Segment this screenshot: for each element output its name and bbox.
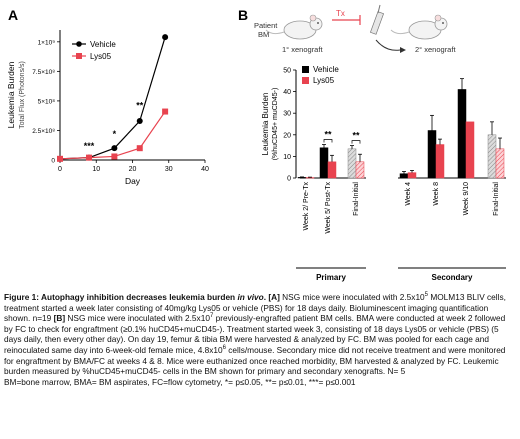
significance-marker: * bbox=[113, 129, 117, 139]
x-category-label: Final-Initial bbox=[353, 182, 360, 216]
y-tick-label: 1×10⁹ bbox=[38, 39, 56, 46]
legend-swatch bbox=[302, 66, 309, 73]
bar bbox=[427, 130, 437, 179]
bar bbox=[347, 148, 357, 179]
patient-label-2: BM bbox=[258, 30, 269, 39]
legend-marker bbox=[76, 41, 82, 47]
y-tick-label: 20 bbox=[283, 132, 291, 139]
data-point bbox=[162, 108, 169, 115]
bar bbox=[407, 172, 417, 179]
y-tick-label: 7.5×10⁸ bbox=[32, 69, 55, 76]
bar bbox=[399, 173, 409, 179]
x-tick-label: 0 bbox=[58, 166, 62, 173]
y-tick-label: 50 bbox=[283, 68, 291, 75]
y-axis-sublabel: (%huCD45+ muCD45-) bbox=[272, 88, 279, 161]
bar bbox=[305, 177, 315, 179]
legend-marker bbox=[76, 53, 82, 59]
y-axis-label: Leukemia Burden bbox=[6, 61, 16, 128]
bar bbox=[457, 89, 467, 179]
series-line-vehicle bbox=[59, 36, 166, 160]
panel-b-label: B bbox=[238, 7, 248, 23]
y-tick-label: 30 bbox=[283, 111, 291, 118]
y-tick-label: 0 bbox=[51, 158, 55, 165]
caption-text-b2: previously-engrafted patient BM cells. B… bbox=[4, 313, 506, 355]
secondary-xenograft-label: 2° xenograft bbox=[415, 45, 456, 54]
legend-swatch bbox=[302, 77, 309, 84]
y-tick-label: 2.5×10⁸ bbox=[32, 128, 55, 135]
bar bbox=[435, 144, 445, 179]
caption-sup-3: 6 bbox=[222, 345, 226, 352]
mouse-icon-secondary bbox=[390, 14, 448, 40]
x-axis-label: Day bbox=[125, 176, 141, 186]
significance-bracket bbox=[351, 140, 361, 144]
bar bbox=[319, 147, 329, 179]
x-category-label: Week 8 bbox=[433, 182, 440, 206]
figure-canvas: A 0 2.5×10⁸ 5×10⁸ 7.5×10⁸ 1×10⁹ 0 10 20 30 40 Day L… bbox=[6, 4, 506, 282]
x-tick-label: 40 bbox=[201, 166, 209, 173]
data-point bbox=[162, 34, 169, 41]
significance-marker: ** bbox=[352, 131, 360, 141]
caption-sup-2: 7 bbox=[209, 313, 214, 320]
mouse-icon-primary bbox=[265, 14, 323, 40]
bar bbox=[465, 121, 475, 179]
transfer-arrowhead bbox=[400, 47, 406, 53]
syringe-icon bbox=[369, 4, 385, 35]
x-category-label: Final-Initial bbox=[493, 182, 500, 216]
x-tick-label: 30 bbox=[165, 166, 173, 173]
caption-text-a2: MOLM13 BLIV cells, treatment started a w… bbox=[4, 292, 506, 324]
caption-text-b: NSG mice were inoculated with 2.5x10 bbox=[65, 313, 210, 324]
figure-caption: Figure 1: Autophagy inhibition decreases… bbox=[4, 292, 516, 387]
data-point bbox=[57, 155, 63, 162]
panel-a-line-chart: 0 2.5×10⁸ 5×10⁸ 7.5×10⁸ 1×10⁹ 0 10 20 30 40 Day Leu… bbox=[6, 30, 209, 186]
significance-marker: *** bbox=[84, 141, 95, 151]
y-tick-label: 10 bbox=[283, 154, 291, 161]
x-category-label: Week 4 bbox=[405, 182, 412, 206]
x-tick-label: 20 bbox=[129, 166, 137, 173]
legend-label: Vehicle bbox=[313, 65, 339, 74]
significance-bracket bbox=[323, 139, 333, 143]
panel-b-bar-chart: 0 10 20 30 40 50 Leukemia Burden (%huCD45+ muCD… bbox=[261, 65, 506, 282]
caption-paragraph: Figure 1: Autophagy inhibition decreases… bbox=[4, 292, 516, 377]
group-label: Secondary bbox=[432, 273, 473, 282]
panel-a-label: A bbox=[8, 7, 18, 23]
y-tick-label: 0 bbox=[287, 176, 291, 183]
data-point bbox=[86, 154, 92, 161]
caption-panel-a-tag: . [A] bbox=[263, 292, 283, 302]
caption-title-italic: in vivo bbox=[237, 292, 264, 302]
y-tick-label: 40 bbox=[283, 89, 291, 96]
caption-abbreviations: BM=bone marrow, BMA= BM aspirates, FC=fl… bbox=[4, 376, 356, 387]
legend-label: Lys05 bbox=[90, 52, 112, 61]
data-point bbox=[111, 153, 118, 160]
caption-text-a: NSG mice were inoculated with 2.5x10 bbox=[282, 292, 425, 302]
patient-label-1: Patient bbox=[254, 21, 278, 30]
caption-panel-b-tag: [B] bbox=[53, 313, 66, 324]
data-point bbox=[111, 145, 118, 152]
group-label: Primary bbox=[316, 273, 346, 282]
tx-label: Tx bbox=[336, 9, 345, 18]
significance-marker: ** bbox=[136, 101, 144, 111]
x-category-label: Week 2/ Pre-Tx bbox=[303, 182, 310, 231]
x-category-label: Week 5/ Post-Tx bbox=[325, 182, 332, 234]
bar bbox=[487, 134, 497, 179]
bar bbox=[297, 177, 307, 179]
bar bbox=[495, 148, 505, 179]
legend-label: Vehicle bbox=[90, 40, 116, 49]
caption-sup-1: 5 bbox=[424, 292, 429, 299]
x-category-label: Week 9/10 bbox=[463, 182, 470, 215]
caption-text-b3: cells/mouse. Secondary mice did not rece… bbox=[4, 344, 506, 377]
bar bbox=[355, 161, 365, 179]
x-tick-label: 10 bbox=[92, 166, 100, 173]
bar bbox=[327, 161, 337, 179]
legend-label: Lys05 bbox=[313, 76, 335, 85]
data-point bbox=[136, 145, 143, 152]
caption-title: Figure 1: Autophagy inhibition decreases… bbox=[4, 292, 236, 302]
y-axis-sublabel: Total Flux (Photons/s) bbox=[19, 61, 26, 129]
xenograft-diagram: Patient BM Tx 1° xenograft 2° xenograft bbox=[254, 4, 456, 54]
transfer-arrow bbox=[375, 39, 401, 51]
y-tick-label: 5×10⁸ bbox=[38, 98, 56, 105]
y-axis-label: Leukemia Burden bbox=[261, 93, 270, 156]
data-point bbox=[136, 118, 143, 124]
significance-marker: ** bbox=[324, 130, 332, 140]
primary-xenograft-label: 1° xenograft bbox=[282, 45, 323, 54]
